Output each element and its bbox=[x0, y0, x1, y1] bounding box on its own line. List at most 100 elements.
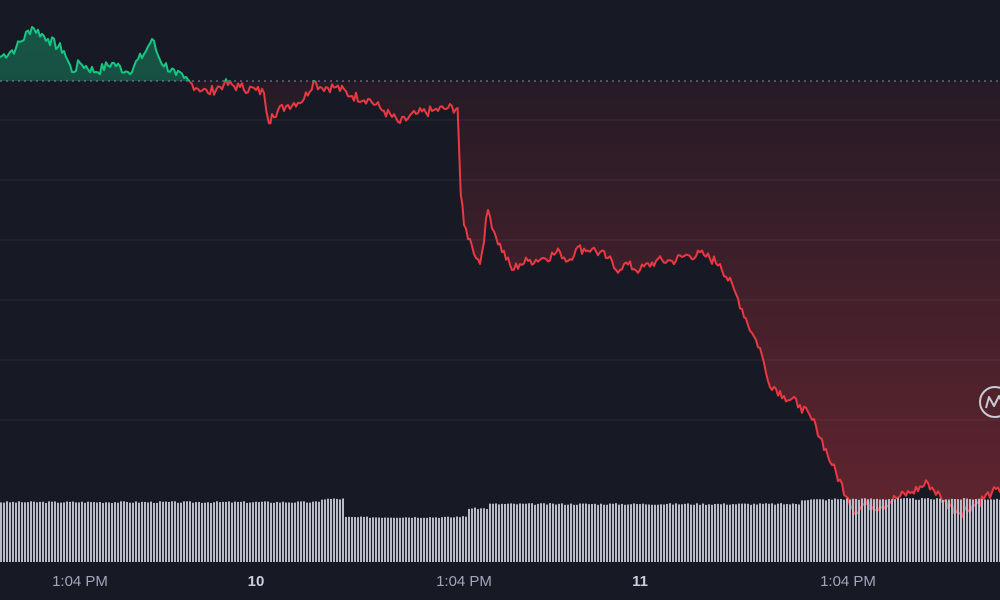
volume-bar bbox=[813, 499, 815, 562]
volume-bar bbox=[105, 502, 107, 562]
volume-bar bbox=[681, 504, 683, 562]
volume-bar bbox=[588, 504, 590, 562]
volume-bar bbox=[273, 502, 275, 562]
volume-bar bbox=[141, 501, 143, 562]
volume-bar bbox=[171, 501, 173, 562]
volume-bar bbox=[891, 499, 893, 562]
volume-bar bbox=[297, 501, 299, 562]
volume-bar bbox=[498, 504, 500, 562]
volume-bar bbox=[735, 504, 737, 562]
volume-bar bbox=[162, 501, 164, 562]
volume-bar bbox=[822, 499, 824, 562]
volume-bar bbox=[585, 503, 587, 562]
volume-bar bbox=[840, 498, 842, 562]
volume-bar bbox=[915, 499, 917, 562]
volume-bar bbox=[561, 503, 563, 562]
volume-bar bbox=[582, 503, 584, 562]
volume-bar bbox=[711, 504, 713, 562]
volume-bar bbox=[927, 498, 929, 562]
volume-bar bbox=[78, 502, 80, 562]
volume-bar bbox=[531, 503, 533, 562]
volume-bar bbox=[504, 503, 506, 562]
volume-bar bbox=[150, 501, 152, 562]
volume-bar bbox=[300, 501, 302, 562]
volume-bar bbox=[480, 508, 482, 562]
volume-bar bbox=[216, 501, 218, 562]
volume-bar bbox=[24, 502, 26, 562]
volume-bar bbox=[486, 509, 488, 562]
volume-bar bbox=[129, 502, 131, 562]
volume-bar bbox=[291, 502, 293, 562]
volume-bar bbox=[753, 503, 755, 562]
volume-bar bbox=[336, 498, 338, 562]
volume-bar bbox=[750, 504, 752, 562]
volume-bar bbox=[288, 502, 290, 562]
volume-bar bbox=[249, 502, 251, 562]
volume-bar bbox=[882, 499, 884, 562]
area-above-baseline bbox=[0, 27, 1000, 81]
volume-bar bbox=[858, 499, 860, 562]
volume-bar bbox=[186, 501, 188, 562]
volume-bar bbox=[48, 501, 50, 562]
volume-bar bbox=[378, 517, 380, 562]
volume-bar bbox=[744, 503, 746, 562]
price-line-below bbox=[187, 81, 1000, 519]
volume-bar bbox=[723, 503, 725, 562]
volume-bar bbox=[153, 502, 155, 562]
volume-bar bbox=[255, 501, 257, 562]
volume-bar bbox=[42, 501, 44, 562]
volume-bar bbox=[948, 499, 950, 562]
volume-bar bbox=[702, 503, 704, 562]
volume-bar bbox=[828, 499, 830, 562]
x-tick-label: 10 bbox=[248, 573, 265, 590]
volume-bar bbox=[666, 503, 668, 562]
volume-bar bbox=[465, 516, 467, 562]
volume-bar bbox=[981, 499, 983, 562]
volume-bar bbox=[63, 502, 65, 562]
volume-bar bbox=[210, 502, 212, 562]
volume-bar bbox=[900, 498, 902, 562]
volume-bar bbox=[594, 503, 596, 562]
volume-bar bbox=[909, 498, 911, 562]
volume-bar bbox=[384, 517, 386, 562]
price-line bbox=[0, 26, 1000, 519]
volume-bar bbox=[114, 502, 116, 562]
volume-bar bbox=[252, 502, 254, 562]
volume-bar bbox=[165, 501, 167, 562]
volume-bar bbox=[804, 500, 806, 562]
volume-bar bbox=[966, 498, 968, 562]
volume-bar bbox=[321, 499, 323, 562]
volume-bar bbox=[423, 517, 425, 562]
volume-bars bbox=[0, 498, 1000, 562]
volume-bar bbox=[180, 502, 182, 562]
volume-bar bbox=[396, 517, 398, 562]
volume-bar bbox=[57, 502, 59, 562]
volume-bar bbox=[366, 516, 368, 562]
volume-bar bbox=[624, 504, 626, 562]
volume-bar bbox=[519, 503, 521, 562]
volume-bar bbox=[495, 503, 497, 562]
volume-bar bbox=[387, 517, 389, 562]
volume-bar bbox=[648, 504, 650, 562]
volume-bar bbox=[243, 501, 245, 562]
volume-bar bbox=[342, 498, 344, 562]
volume-bar bbox=[819, 499, 821, 562]
volume-bar bbox=[474, 507, 476, 562]
volume-bar bbox=[357, 517, 359, 562]
volume-bar bbox=[963, 498, 965, 562]
volume-bar bbox=[930, 499, 932, 562]
volume-bar bbox=[876, 498, 878, 562]
volume-bar bbox=[798, 504, 800, 562]
volume-bar bbox=[576, 504, 578, 562]
volume-bar bbox=[897, 498, 899, 562]
volume-bar bbox=[195, 502, 197, 562]
volume-bar bbox=[951, 498, 953, 562]
volume-bar bbox=[447, 516, 449, 562]
volume-bar bbox=[816, 499, 818, 562]
volume-bar bbox=[468, 508, 470, 562]
volume-bar bbox=[6, 501, 8, 562]
volume-bar bbox=[51, 501, 53, 562]
volume-bar bbox=[417, 517, 419, 562]
volume-bar bbox=[39, 501, 41, 562]
